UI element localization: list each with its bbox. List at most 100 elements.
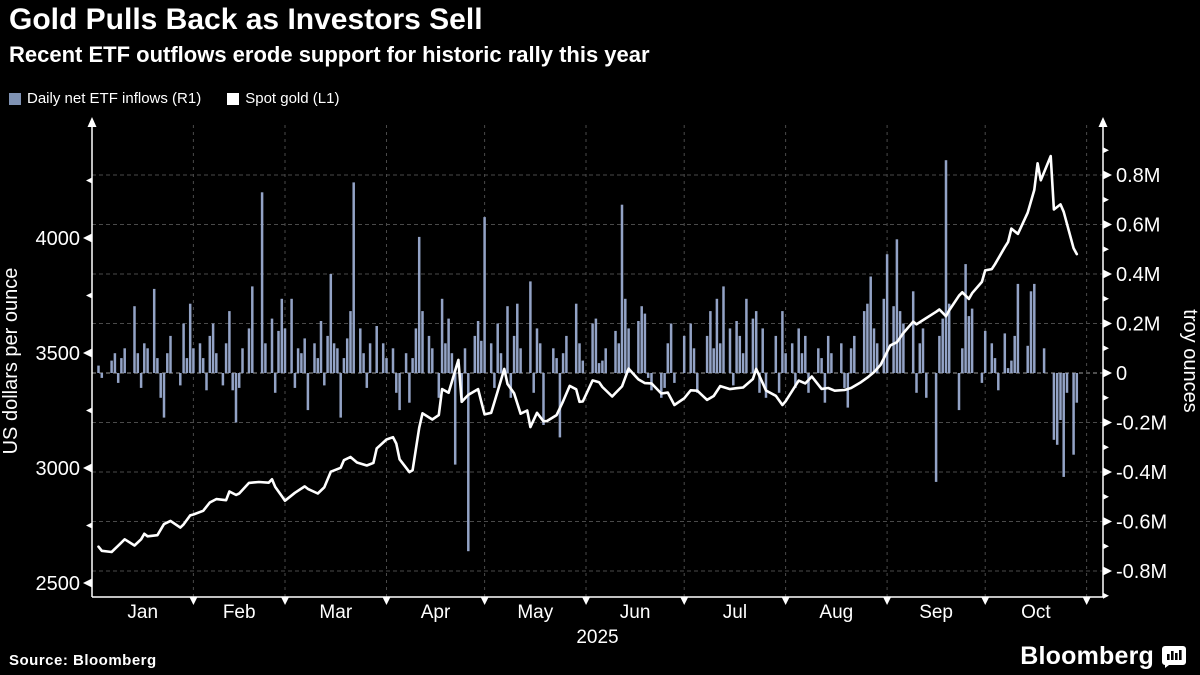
etf-flow-bar — [133, 306, 136, 373]
line-series-swatch-icon — [227, 92, 240, 105]
etf-flow-bar — [941, 318, 944, 373]
etf-flow-bar — [123, 348, 126, 374]
etf-flow-bar — [368, 343, 372, 373]
right-axis-tick-label: 0.8M — [1116, 165, 1160, 187]
right-axis-tick-label: 0.4M — [1116, 264, 1160, 286]
tick-icon — [382, 597, 391, 605]
etf-flow-bar — [414, 328, 418, 373]
etf-flow-bar — [614, 330, 617, 373]
etf-flow-bar — [784, 353, 787, 373]
page-subtitle: Recent ETF outflows erode support for hi… — [9, 42, 650, 67]
etf-flow-bar — [840, 343, 843, 373]
etf-flow-bar — [853, 335, 856, 373]
etf-flow-bar — [326, 335, 329, 373]
etf-flow-bar — [447, 318, 450, 373]
etf-flow-bar — [689, 323, 692, 373]
month-label: Apr — [421, 602, 451, 623]
etf-flow-bar — [918, 343, 922, 373]
etf-flow-bar — [179, 373, 182, 386]
minor-tick-icon — [86, 177, 92, 184]
etf-flow-bar — [718, 343, 722, 373]
etf-flow-bar — [300, 353, 303, 373]
etf-flow-bar — [185, 358, 189, 373]
etf-flow-bar — [332, 343, 336, 373]
etf-flow-bar — [745, 298, 748, 374]
etf-flow-bar — [1003, 333, 1007, 373]
tick-icon — [1103, 269, 1112, 279]
etf-flow-bar — [781, 311, 784, 373]
tick-icon — [781, 597, 790, 605]
legend-item-etf-inflows: Daily net ETF inflows (R1) — [9, 90, 201, 107]
etf-flow-bar — [116, 373, 120, 383]
etf-flow-bar — [925, 373, 928, 398]
etf-flow-bar — [692, 348, 696, 374]
etf-flow-bar — [961, 348, 964, 374]
etf-flow-bar — [156, 358, 159, 373]
etf-flow-bar — [201, 358, 205, 373]
etf-flow-bar — [964, 264, 967, 373]
etf-flow-bar — [496, 323, 499, 373]
etf-flow-bar — [270, 318, 274, 373]
etf-flow-bar — [293, 373, 297, 388]
etf-flow-bar — [758, 373, 761, 393]
etf-flow-bar — [604, 348, 607, 374]
month-label: Oct — [1021, 602, 1051, 623]
etf-flow-bar — [339, 373, 342, 418]
etf-flow-bar — [997, 373, 1000, 391]
etf-flow-bar — [885, 254, 889, 373]
bloomberg-logo: Bloomberg — [1020, 642, 1186, 671]
minor-tick-icon — [1103, 592, 1109, 599]
etf-flow-bar — [709, 311, 712, 373]
etf-flow-bar — [237, 373, 241, 388]
etf-flow-bar — [640, 306, 643, 373]
etf-flow-bar — [280, 298, 284, 374]
etf-flow-bar — [591, 323, 594, 373]
minor-tick-icon — [1103, 196, 1109, 203]
etf-flow-bar — [365, 373, 369, 388]
etf-flow-bar — [627, 328, 630, 373]
left-axis-tick-label: 3500 — [36, 343, 81, 365]
etf-flow-bar — [1026, 345, 1029, 373]
etf-flow-bar — [624, 298, 627, 374]
etf-flow-bar — [754, 311, 758, 373]
etf-flow-bar — [398, 373, 401, 411]
etf-flow-bar — [162, 373, 166, 418]
minor-tick-icon — [1103, 394, 1109, 401]
etf-flow-bar — [728, 328, 732, 373]
etf-flow-bar — [188, 303, 192, 373]
etf-flow-bar — [97, 365, 100, 373]
etf-flow-bar — [862, 311, 866, 373]
etf-flow-bar — [875, 343, 879, 373]
etf-flow-bar — [359, 328, 362, 373]
etf-flow-bar — [732, 373, 735, 386]
etf-flow-bar — [990, 343, 994, 373]
tick-icon — [883, 597, 892, 605]
etf-flow-bar — [882, 298, 886, 374]
etf-flow-bar — [529, 281, 532, 373]
etf-flow-bar — [352, 182, 355, 373]
right-axis-title: troy ounces — [1179, 309, 1200, 412]
tick-icon — [1103, 220, 1112, 229]
etf-flow-bar — [673, 373, 676, 383]
tick-icon — [1082, 597, 1091, 605]
etf-flow-bar — [303, 338, 306, 373]
etf-flow-bar — [804, 335, 807, 373]
minor-tick-icon — [1103, 444, 1109, 451]
etf-flow-bar — [437, 373, 441, 398]
etf-flow-bar — [241, 348, 244, 374]
minor-tick-icon — [1103, 345, 1109, 352]
minor-tick-icon — [86, 292, 92, 299]
etf-flow-bar — [957, 373, 961, 411]
etf-flow-bar — [826, 335, 830, 373]
etf-flow-bar — [751, 318, 755, 373]
etf-flow-bar — [483, 217, 486, 373]
etf-flow-bar — [100, 373, 104, 378]
right-axis-tick-label: 0.2M — [1116, 314, 1160, 336]
bloomberg-bars-icon — [1162, 645, 1186, 668]
month-label: Jan — [127, 602, 158, 623]
month-label: Aug — [819, 602, 853, 623]
month-label: Mar — [319, 602, 352, 623]
etf-flow-bar — [146, 348, 149, 374]
etf-flow-bar — [980, 373, 984, 383]
etf-flow-bar — [224, 343, 228, 373]
